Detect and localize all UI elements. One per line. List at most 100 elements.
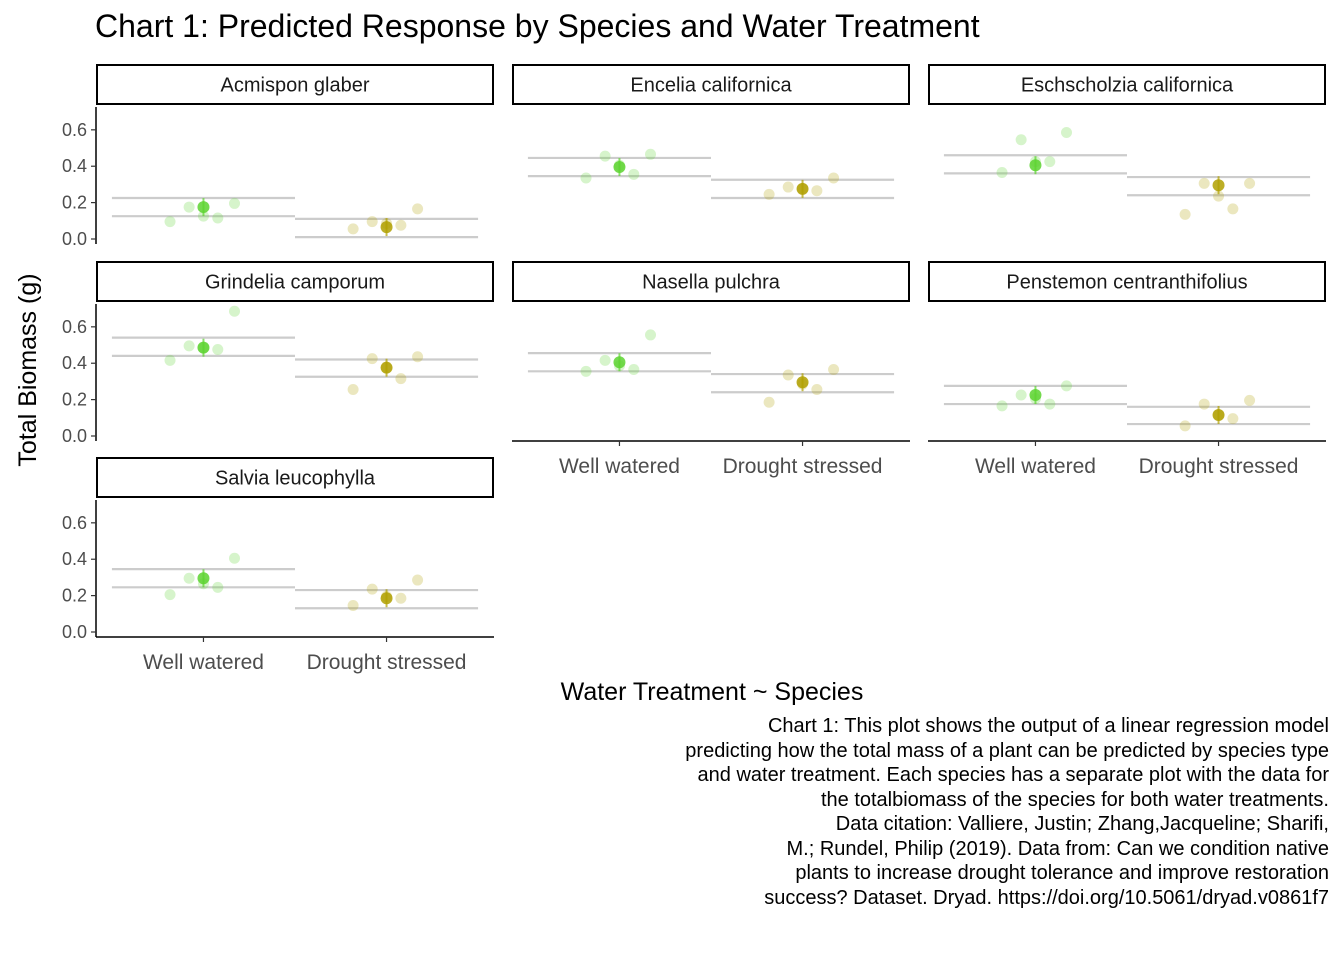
observation-point xyxy=(412,203,424,215)
facet-strip xyxy=(96,261,494,302)
observation-point xyxy=(164,354,176,366)
facet-strip-label: Acmispon glaber xyxy=(221,75,370,97)
y-axis-title: Total Biomass (g) xyxy=(14,273,42,466)
observation-point xyxy=(1244,394,1256,406)
observation-point xyxy=(197,210,209,222)
observation-point xyxy=(828,172,840,184)
observation-point xyxy=(599,354,611,366)
facet-panel: Eschscholzia californica xyxy=(928,64,1326,220)
observation-point xyxy=(1029,156,1041,168)
observation-point xyxy=(580,365,592,377)
observation-point xyxy=(197,342,209,354)
fitted-value-point xyxy=(197,572,210,585)
observation-point xyxy=(164,589,176,601)
fitted-value-point xyxy=(796,182,809,195)
observation-point xyxy=(183,340,195,352)
observation-point xyxy=(347,600,359,612)
observation-point xyxy=(1213,190,1225,202)
observation-point xyxy=(366,216,378,228)
observation-point xyxy=(763,396,775,408)
x-tick-label: Well watered xyxy=(143,651,264,674)
observation-point xyxy=(628,168,640,180)
y-tick-label: 0.4 xyxy=(62,353,87,373)
fitted-value-point xyxy=(197,201,210,214)
fitted-value-point xyxy=(613,356,626,369)
fitted-value-point xyxy=(1029,388,1042,401)
observation-point xyxy=(996,400,1008,412)
observation-point xyxy=(1198,177,1210,189)
facet-panel: Salvia leucophylla 0.0 0.2 0.4 0.6 Well water… xyxy=(62,457,494,674)
observation-point xyxy=(183,572,195,584)
y-tick-label: 0.4 xyxy=(62,156,87,176)
observation-point xyxy=(1061,380,1073,392)
facet-panel: Grindelia camporum 0.0 0.2 0.4 0.6 xyxy=(62,261,494,446)
facet-strip xyxy=(96,64,494,105)
observation-point xyxy=(212,581,224,593)
observation-point xyxy=(229,197,241,209)
x-axis-title: Water Treatment ~ Species xyxy=(561,678,864,706)
y-tick-label: 0.2 xyxy=(62,586,87,606)
facet-strip-label: Grindelia camporum xyxy=(205,272,385,294)
observation-point xyxy=(1029,393,1041,405)
fitted-value-point xyxy=(380,361,393,374)
observation-point xyxy=(1179,420,1191,432)
fitted-value-point xyxy=(380,221,393,234)
facet-strip xyxy=(928,64,1326,105)
facet-strip-label: Encelia californica xyxy=(630,75,792,97)
y-tick-label: 0.0 xyxy=(62,229,87,249)
fitted-value-point xyxy=(1212,179,1225,192)
facet-strip-label: Salvia leucophylla xyxy=(215,468,376,490)
observation-point xyxy=(1227,203,1239,215)
observation-point xyxy=(412,574,424,586)
x-tick-label: Well watered xyxy=(975,455,1096,478)
observation-point xyxy=(381,590,393,602)
observation-point xyxy=(645,148,657,160)
observation-point xyxy=(1198,398,1210,410)
facet-strip xyxy=(96,457,494,498)
observation-point xyxy=(599,150,611,162)
y-tick-label: 0.0 xyxy=(62,622,87,642)
facet-panel: Acmispon glaber 0.0 0.2 0.4 0.6 xyxy=(62,64,494,249)
observation-point xyxy=(1213,409,1225,421)
observation-point xyxy=(628,364,640,375)
facet-panel: Encelia californica xyxy=(512,64,910,200)
chart-title: Chart 1: Predicted Response by Species a… xyxy=(95,8,980,44)
fitted-value-point xyxy=(613,161,626,174)
observation-point xyxy=(828,364,840,375)
observation-point xyxy=(782,369,794,381)
observation-point xyxy=(797,183,809,195)
observation-point xyxy=(1227,413,1239,425)
observation-point xyxy=(212,212,224,224)
facet-strip-label: Nasella pulchra xyxy=(642,272,781,294)
y-tick-label: 0.4 xyxy=(62,549,87,569)
facet-strip-label: Eschscholzia californica xyxy=(1021,75,1234,97)
fitted-value-point xyxy=(1029,159,1042,172)
y-tick-label: 0.2 xyxy=(62,390,87,410)
observation-point xyxy=(412,351,424,363)
observation-point xyxy=(366,583,378,595)
fitted-value-point xyxy=(796,376,809,389)
x-tick-label: Drought stressed xyxy=(1139,455,1299,478)
observation-point xyxy=(811,384,823,396)
y-tick-label: 0.2 xyxy=(62,193,87,213)
y-tick-label: 0.6 xyxy=(62,317,87,337)
observation-point xyxy=(381,362,393,374)
observation-point xyxy=(1015,134,1027,146)
observation-point xyxy=(782,181,794,193)
observation-point xyxy=(996,167,1008,178)
observation-point xyxy=(229,552,241,564)
facet-strip xyxy=(928,261,1326,302)
observation-point xyxy=(395,219,407,231)
y-tick-label: 0.6 xyxy=(62,513,87,533)
observation-point xyxy=(347,223,359,235)
observation-point xyxy=(1015,389,1027,401)
x-tick-label: Drought stressed xyxy=(307,651,467,674)
facet-strip-label: Penstemon centranthifolius xyxy=(1006,272,1247,294)
observation-point xyxy=(613,360,625,372)
observation-point xyxy=(1244,177,1256,189)
observation-point xyxy=(164,216,176,228)
y-tick-label: 0.0 xyxy=(62,426,87,446)
observation-point xyxy=(797,378,809,390)
observation-point xyxy=(381,217,393,229)
fitted-value-point xyxy=(197,341,210,354)
